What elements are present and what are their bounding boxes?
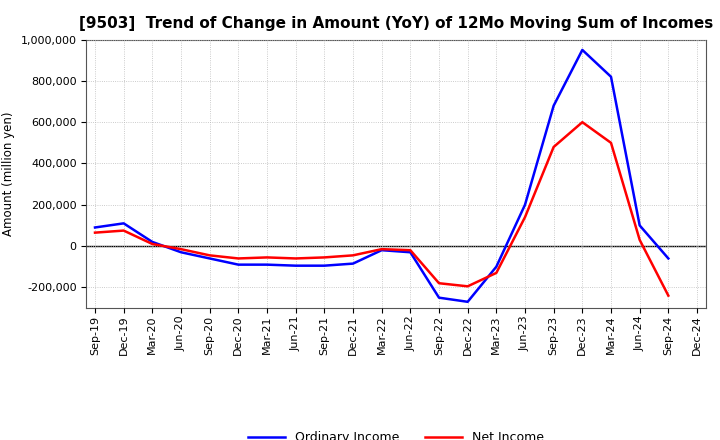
Net Income: [348, 253, 357, 258]
Title: [9503]  Trend of Change in Amount (YoY) of 12Mo Moving Sum of Incomes: [9503] Trend of Change in Amount (YoY) o…: [79, 16, 713, 32]
Ordinary Income: [205, 256, 214, 261]
Net Income: [607, 140, 616, 146]
Ordinary Income: [120, 221, 128, 226]
Line: Ordinary Income: Ordinary Income: [95, 50, 668, 302]
Ordinary Income: [234, 262, 243, 267]
Ordinary Income: [435, 295, 444, 301]
Net Income: [148, 242, 157, 247]
Net Income: [664, 293, 672, 298]
Legend: Ordinary Income, Net Income: Ordinary Income, Net Income: [243, 426, 549, 440]
Ordinary Income: [635, 223, 644, 228]
Ordinary Income: [607, 74, 616, 79]
Ordinary Income: [320, 263, 328, 268]
Ordinary Income: [521, 202, 529, 207]
Net Income: [320, 255, 328, 260]
Net Income: [176, 246, 185, 252]
Net Income: [549, 144, 558, 150]
Ordinary Income: [549, 103, 558, 108]
Y-axis label: Amount (million yen): Amount (million yen): [2, 112, 15, 236]
Net Income: [492, 270, 500, 275]
Net Income: [234, 256, 243, 261]
Ordinary Income: [348, 261, 357, 266]
Net Income: [435, 281, 444, 286]
Net Income: [377, 246, 386, 252]
Net Income: [91, 230, 99, 235]
Line: Net Income: Net Income: [95, 122, 668, 296]
Ordinary Income: [377, 248, 386, 253]
Net Income: [292, 256, 300, 261]
Ordinary Income: [148, 239, 157, 245]
Net Income: [635, 237, 644, 242]
Net Income: [205, 253, 214, 258]
Ordinary Income: [263, 262, 271, 267]
Net Income: [263, 255, 271, 260]
Net Income: [464, 284, 472, 289]
Net Income: [406, 248, 415, 253]
Ordinary Income: [578, 47, 587, 52]
Net Income: [578, 120, 587, 125]
Ordinary Income: [464, 299, 472, 304]
Ordinary Income: [176, 249, 185, 255]
Ordinary Income: [492, 264, 500, 269]
Ordinary Income: [664, 256, 672, 261]
Ordinary Income: [292, 263, 300, 268]
Ordinary Income: [406, 249, 415, 255]
Ordinary Income: [91, 225, 99, 230]
Net Income: [120, 228, 128, 233]
Net Income: [521, 215, 529, 220]
